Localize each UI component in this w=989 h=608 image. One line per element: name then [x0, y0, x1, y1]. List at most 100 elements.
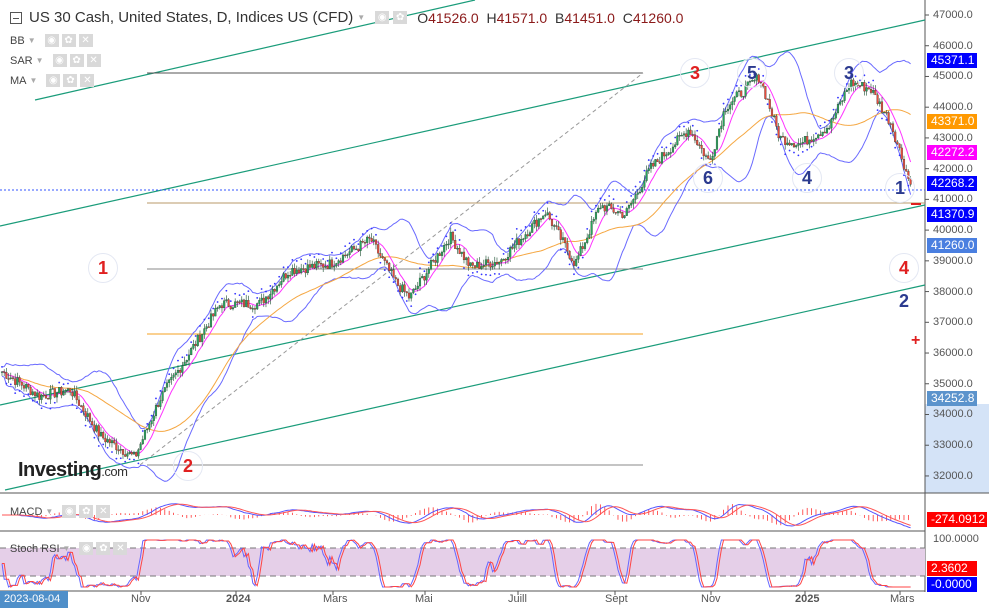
candle-body: [669, 152, 672, 154]
gear-icon[interactable]: ✿: [63, 74, 78, 87]
chevron-down-icon[interactable]: ▼: [62, 544, 71, 553]
gear-icon[interactable]: ✿: [61, 34, 76, 47]
parabolic-sar-dot: [595, 204, 597, 207]
chevron-down-icon[interactable]: ▼: [29, 76, 38, 85]
eye-icon[interactable]: ◉: [375, 11, 390, 24]
elliott-wave-label[interactable]: 3: [834, 58, 864, 88]
candle-body: [680, 134, 683, 137]
candle-body: [42, 394, 45, 397]
parabolic-sar-dot: [159, 390, 162, 392]
chevron-down-icon[interactable]: ▼: [27, 36, 36, 45]
candle-body: [212, 313, 215, 317]
eye-icon[interactable]: ◉: [52, 54, 67, 67]
candle-body: [665, 154, 668, 157]
elliott-wave-label[interactable]: 2: [898, 291, 909, 311]
candle-body: [130, 452, 133, 455]
candle-body: [185, 360, 188, 363]
candle-body: [234, 301, 237, 308]
close-icon[interactable]: ✕: [86, 54, 101, 67]
parabolic-sar-dot: [559, 248, 562, 251]
candle-body: [132, 451, 136, 455]
parabolic-sar-dot: [137, 462, 140, 465]
parabolic-sar-dot: [643, 169, 646, 172]
parabolic-sar-dot: [471, 271, 474, 274]
candle-body: [440, 251, 444, 256]
parabolic-sar-dot: [269, 285, 272, 287]
candle-body: [86, 413, 89, 417]
elliott-wave-label[interactable]: 4: [792, 163, 822, 193]
time-tick-label: Sept: [605, 593, 628, 605]
candle-body: [517, 238, 521, 245]
candle-body: [491, 265, 494, 268]
parabolic-sar-dot: [62, 383, 65, 386]
candle-body: [454, 240, 457, 249]
price-tick-label: 35000.0: [933, 377, 973, 390]
parabolic-sar-dot: [810, 145, 813, 148]
parabolic-sar-dot: [124, 460, 127, 463]
gear-icon[interactable]: ✿: [79, 505, 94, 518]
close-icon[interactable]: ✕: [96, 505, 111, 518]
chevron-down-icon[interactable]: ▼: [45, 507, 54, 516]
time-tick-label: 2024: [226, 593, 251, 605]
parabolic-sar-dot: [696, 129, 699, 132]
parabolic-sar-dot: [287, 266, 289, 269]
parabolic-sar-dot: [467, 274, 470, 277]
candle-body: [724, 110, 727, 113]
candle-body: [511, 247, 514, 249]
parabolic-sar-dot: [493, 272, 496, 275]
elliott-wave-label[interactable]: 2: [173, 451, 203, 481]
parabolic-sar-dot: [119, 457, 122, 460]
gear-icon[interactable]: ✿: [96, 542, 111, 555]
elliott-wave-label[interactable]: 5: [737, 58, 767, 88]
candle-body: [22, 385, 26, 389]
collapse-icon[interactable]: [10, 11, 22, 24]
candle-body: [179, 370, 182, 373]
candle-body: [682, 133, 686, 136]
candle-body: [209, 313, 213, 328]
parabolic-sar-dot: [313, 256, 316, 258]
close-icon[interactable]: ✕: [78, 34, 93, 47]
eye-icon[interactable]: ◉: [46, 74, 61, 87]
eye-icon[interactable]: ◉: [62, 505, 77, 518]
candle-body: [44, 395, 48, 399]
candle-body: [836, 104, 840, 114]
chevron-down-icon[interactable]: ▼: [35, 56, 44, 65]
indicator-sar[interactable]: SAR ▼ ◉ ✿ ✕: [10, 54, 101, 67]
elliott-wave-label[interactable]: 1: [885, 173, 915, 203]
parabolic-sar-dot: [335, 257, 338, 260]
candle-body: [7, 378, 10, 380]
crosshair-date-badge: 2023-08-04: [0, 591, 68, 608]
eye-icon[interactable]: ◉: [44, 34, 59, 47]
candle-body: [678, 135, 681, 137]
chevron-down-icon[interactable]: ▼: [357, 13, 366, 22]
candle-body: [515, 238, 518, 245]
candle-body: [872, 90, 875, 93]
candle-body: [434, 260, 437, 263]
indicator-macd[interactable]: MACD ▼ ◉ ✿ ✕: [10, 505, 111, 518]
parabolic-sar-dot: [458, 239, 461, 241]
elliott-wave-label[interactable]: 6: [693, 163, 723, 193]
candle-body: [319, 263, 323, 265]
indicator-stoch-rsi[interactable]: Stoch RSI ▼ ◉ ✿ ✕: [10, 542, 128, 555]
indicator-ma[interactable]: MA ▼ ◉ ✿ ✕: [10, 74, 95, 87]
candle-body: [247, 300, 250, 308]
candle-body: [152, 415, 155, 421]
indicator-bb[interactable]: BB ▼ ◉ ✿ ✕: [10, 34, 93, 47]
candle-body: [0, 371, 4, 373]
parabolic-sar-dot: [590, 210, 593, 213]
elliott-wave-label[interactable]: 3: [680, 58, 710, 88]
gear-icon[interactable]: ✿: [393, 11, 408, 24]
close-icon[interactable]: ✕: [80, 74, 95, 87]
eye-icon[interactable]: ◉: [79, 542, 94, 555]
candle-body: [698, 144, 701, 146]
candle-body: [370, 238, 373, 242]
elliott-wave-label[interactable]: 1: [88, 253, 118, 283]
candle-body: [75, 390, 78, 401]
candle-body: [465, 257, 468, 261]
elliott-wave-label[interactable]: 4: [889, 253, 919, 283]
close-icon[interactable]: ✕: [113, 542, 128, 555]
gear-icon[interactable]: ✿: [69, 54, 84, 67]
candle-body: [344, 254, 347, 257]
candle-body: [172, 374, 175, 378]
